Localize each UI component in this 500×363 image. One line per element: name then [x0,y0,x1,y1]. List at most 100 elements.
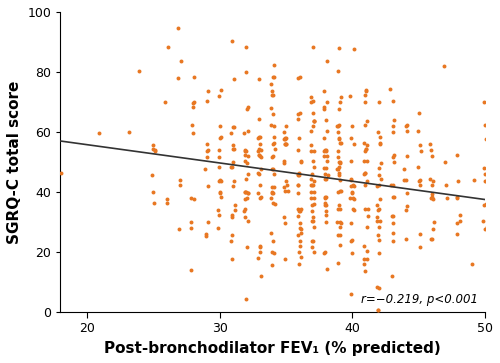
Point [320,171,328,177]
Point [267,195,275,201]
Point [215,164,223,170]
Point [389,182,397,188]
Point [426,141,434,147]
Point [386,86,394,92]
Point [320,250,328,256]
Point [388,213,396,219]
Point [294,116,302,122]
Point [217,178,225,184]
Point [360,170,368,176]
Point [360,170,368,176]
Point [364,213,372,219]
Point [256,244,264,249]
Point [254,256,262,261]
Point [268,190,276,196]
Point [306,99,314,105]
Point [294,207,302,212]
Point [429,178,437,184]
Point [268,105,276,111]
Point [268,189,276,195]
Point [346,183,354,189]
Point [270,147,278,152]
Point [374,207,382,212]
Point [440,159,448,164]
Point [295,135,303,141]
Point [297,206,305,212]
Point [335,45,343,51]
Point [241,152,249,158]
Point [280,184,288,190]
Point [308,94,316,100]
Point [150,148,158,154]
Point [426,195,434,201]
Point [282,136,290,142]
Point [362,207,370,212]
Point [389,230,397,236]
Point [402,177,410,183]
Point [230,125,237,130]
Point [240,208,248,214]
Point [334,123,342,129]
Point [268,92,276,98]
Point [269,74,277,79]
Point [416,148,424,154]
Point [443,195,451,201]
Point [347,238,355,244]
Point [334,166,342,172]
Point [416,244,424,250]
Point [363,142,371,148]
Point [362,88,370,94]
Point [270,134,278,140]
Point [200,166,208,172]
Point [280,160,288,166]
Point [162,196,170,202]
Point [482,136,490,142]
Point [268,184,276,189]
Point [202,233,210,238]
Point [403,128,411,134]
Point [363,224,371,230]
Point [482,171,490,177]
Point [135,68,143,74]
Point [242,176,250,182]
Point [228,146,236,152]
Point [442,182,450,188]
Point [294,171,302,177]
Point [280,188,288,194]
Point [216,190,224,196]
Point [294,75,302,81]
Point [308,245,316,250]
Point [296,220,304,226]
Point [204,141,212,147]
Point [334,129,342,135]
Point [217,87,225,93]
Point [244,105,252,110]
Point [348,250,356,256]
Point [360,140,368,146]
Point [376,134,384,140]
Point [244,153,252,159]
Point [321,202,329,208]
Point [414,129,422,134]
Point [124,129,132,135]
Point [324,172,332,178]
Point [336,232,344,237]
Point [256,249,264,255]
Point [362,248,370,254]
Point [426,147,434,152]
Point [322,58,330,64]
Point [428,196,436,202]
Point [241,158,249,164]
Point [310,118,318,124]
Point [453,194,461,200]
Point [321,200,329,205]
Point [322,176,330,182]
Point [361,92,369,98]
Point [376,165,384,171]
Point [294,191,302,196]
Point [254,190,262,196]
Point [400,167,408,172]
Point [350,183,358,188]
Point [416,182,424,188]
Point [310,195,318,200]
